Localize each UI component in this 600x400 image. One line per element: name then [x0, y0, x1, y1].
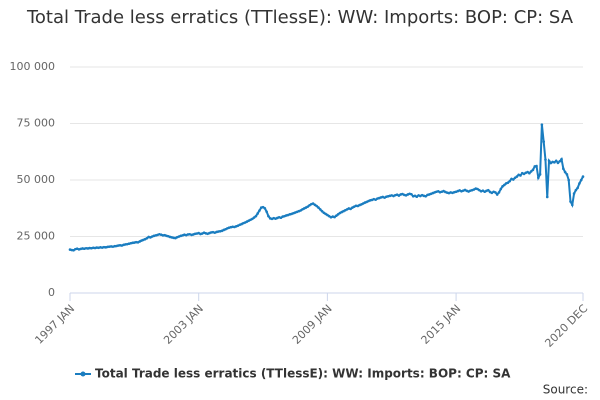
- point: [519, 174, 522, 177]
- point: [537, 176, 540, 180]
- point: [540, 123, 544, 126]
- point: [531, 168, 535, 172]
- point: [267, 214, 270, 218]
- y-tick-label: 0: [48, 286, 55, 299]
- point: [265, 210, 268, 213]
- y-tick-label: 100 000: [10, 60, 56, 73]
- point: [569, 200, 572, 203]
- point: [560, 157, 563, 161]
- series-line: [69, 124, 584, 252]
- point: [145, 237, 149, 240]
- point: [424, 194, 428, 198]
- point: [254, 214, 258, 218]
- point: [570, 203, 574, 207]
- point: [511, 178, 515, 181]
- point: [563, 170, 567, 174]
- point: [315, 204, 318, 208]
- point: [252, 216, 256, 219]
- x-tick-label: 2020 DEC: [542, 302, 590, 350]
- point: [574, 188, 578, 192]
- point: [508, 179, 512, 183]
- point: [544, 158, 547, 161]
- point: [554, 159, 558, 163]
- point: [501, 185, 504, 188]
- point: [567, 178, 571, 182]
- chart-title: Total Trade less erratics (TTlessE): WW:…: [26, 7, 574, 28]
- point: [486, 188, 490, 192]
- point: [495, 193, 499, 196]
- x-tick-label: 2009 JAN: [290, 302, 335, 347]
- x-tick-label: 2015 JAN: [419, 302, 464, 347]
- point: [542, 140, 545, 143]
- point: [497, 191, 501, 194]
- point: [553, 161, 556, 164]
- point: [535, 164, 538, 168]
- point: [317, 206, 320, 209]
- source: Source:: [543, 383, 588, 397]
- point: [415, 195, 419, 199]
- point: [410, 192, 413, 196]
- point: [320, 209, 324, 213]
- point: [572, 192, 576, 195]
- point: [506, 181, 510, 185]
- point: [556, 161, 560, 165]
- point: [547, 159, 551, 163]
- point: [258, 209, 261, 212]
- point: [545, 195, 549, 199]
- point: [349, 207, 352, 211]
- point: [515, 175, 519, 178]
- point: [579, 178, 583, 182]
- point: [333, 215, 336, 219]
- point: [558, 159, 562, 163]
- point: [251, 217, 254, 221]
- point: [318, 208, 322, 211]
- point: [503, 183, 506, 187]
- point: [256, 212, 259, 215]
- point: [528, 171, 531, 175]
- x-tick-label: 1997 JAN: [32, 302, 77, 347]
- point: [529, 170, 533, 173]
- legend-label: Total Trade less erratics (TTlessE): WW:…: [95, 367, 511, 381]
- point: [336, 213, 340, 216]
- point: [311, 202, 315, 205]
- point: [494, 191, 497, 194]
- point: [562, 167, 565, 170]
- x-tick-label: 2003 JAN: [161, 302, 206, 347]
- y-tick-label: 50 000: [17, 173, 56, 186]
- point: [581, 175, 585, 178]
- point: [538, 173, 542, 176]
- y-tick-label: 75 000: [17, 117, 56, 130]
- point: [576, 186, 579, 190]
- point: [306, 205, 310, 208]
- y-tick-label: 25 000: [17, 230, 56, 243]
- point: [263, 206, 267, 210]
- point: [499, 187, 503, 191]
- legend-marker: [80, 371, 86, 377]
- point: [335, 214, 338, 218]
- point: [565, 173, 569, 176]
- point: [578, 182, 581, 185]
